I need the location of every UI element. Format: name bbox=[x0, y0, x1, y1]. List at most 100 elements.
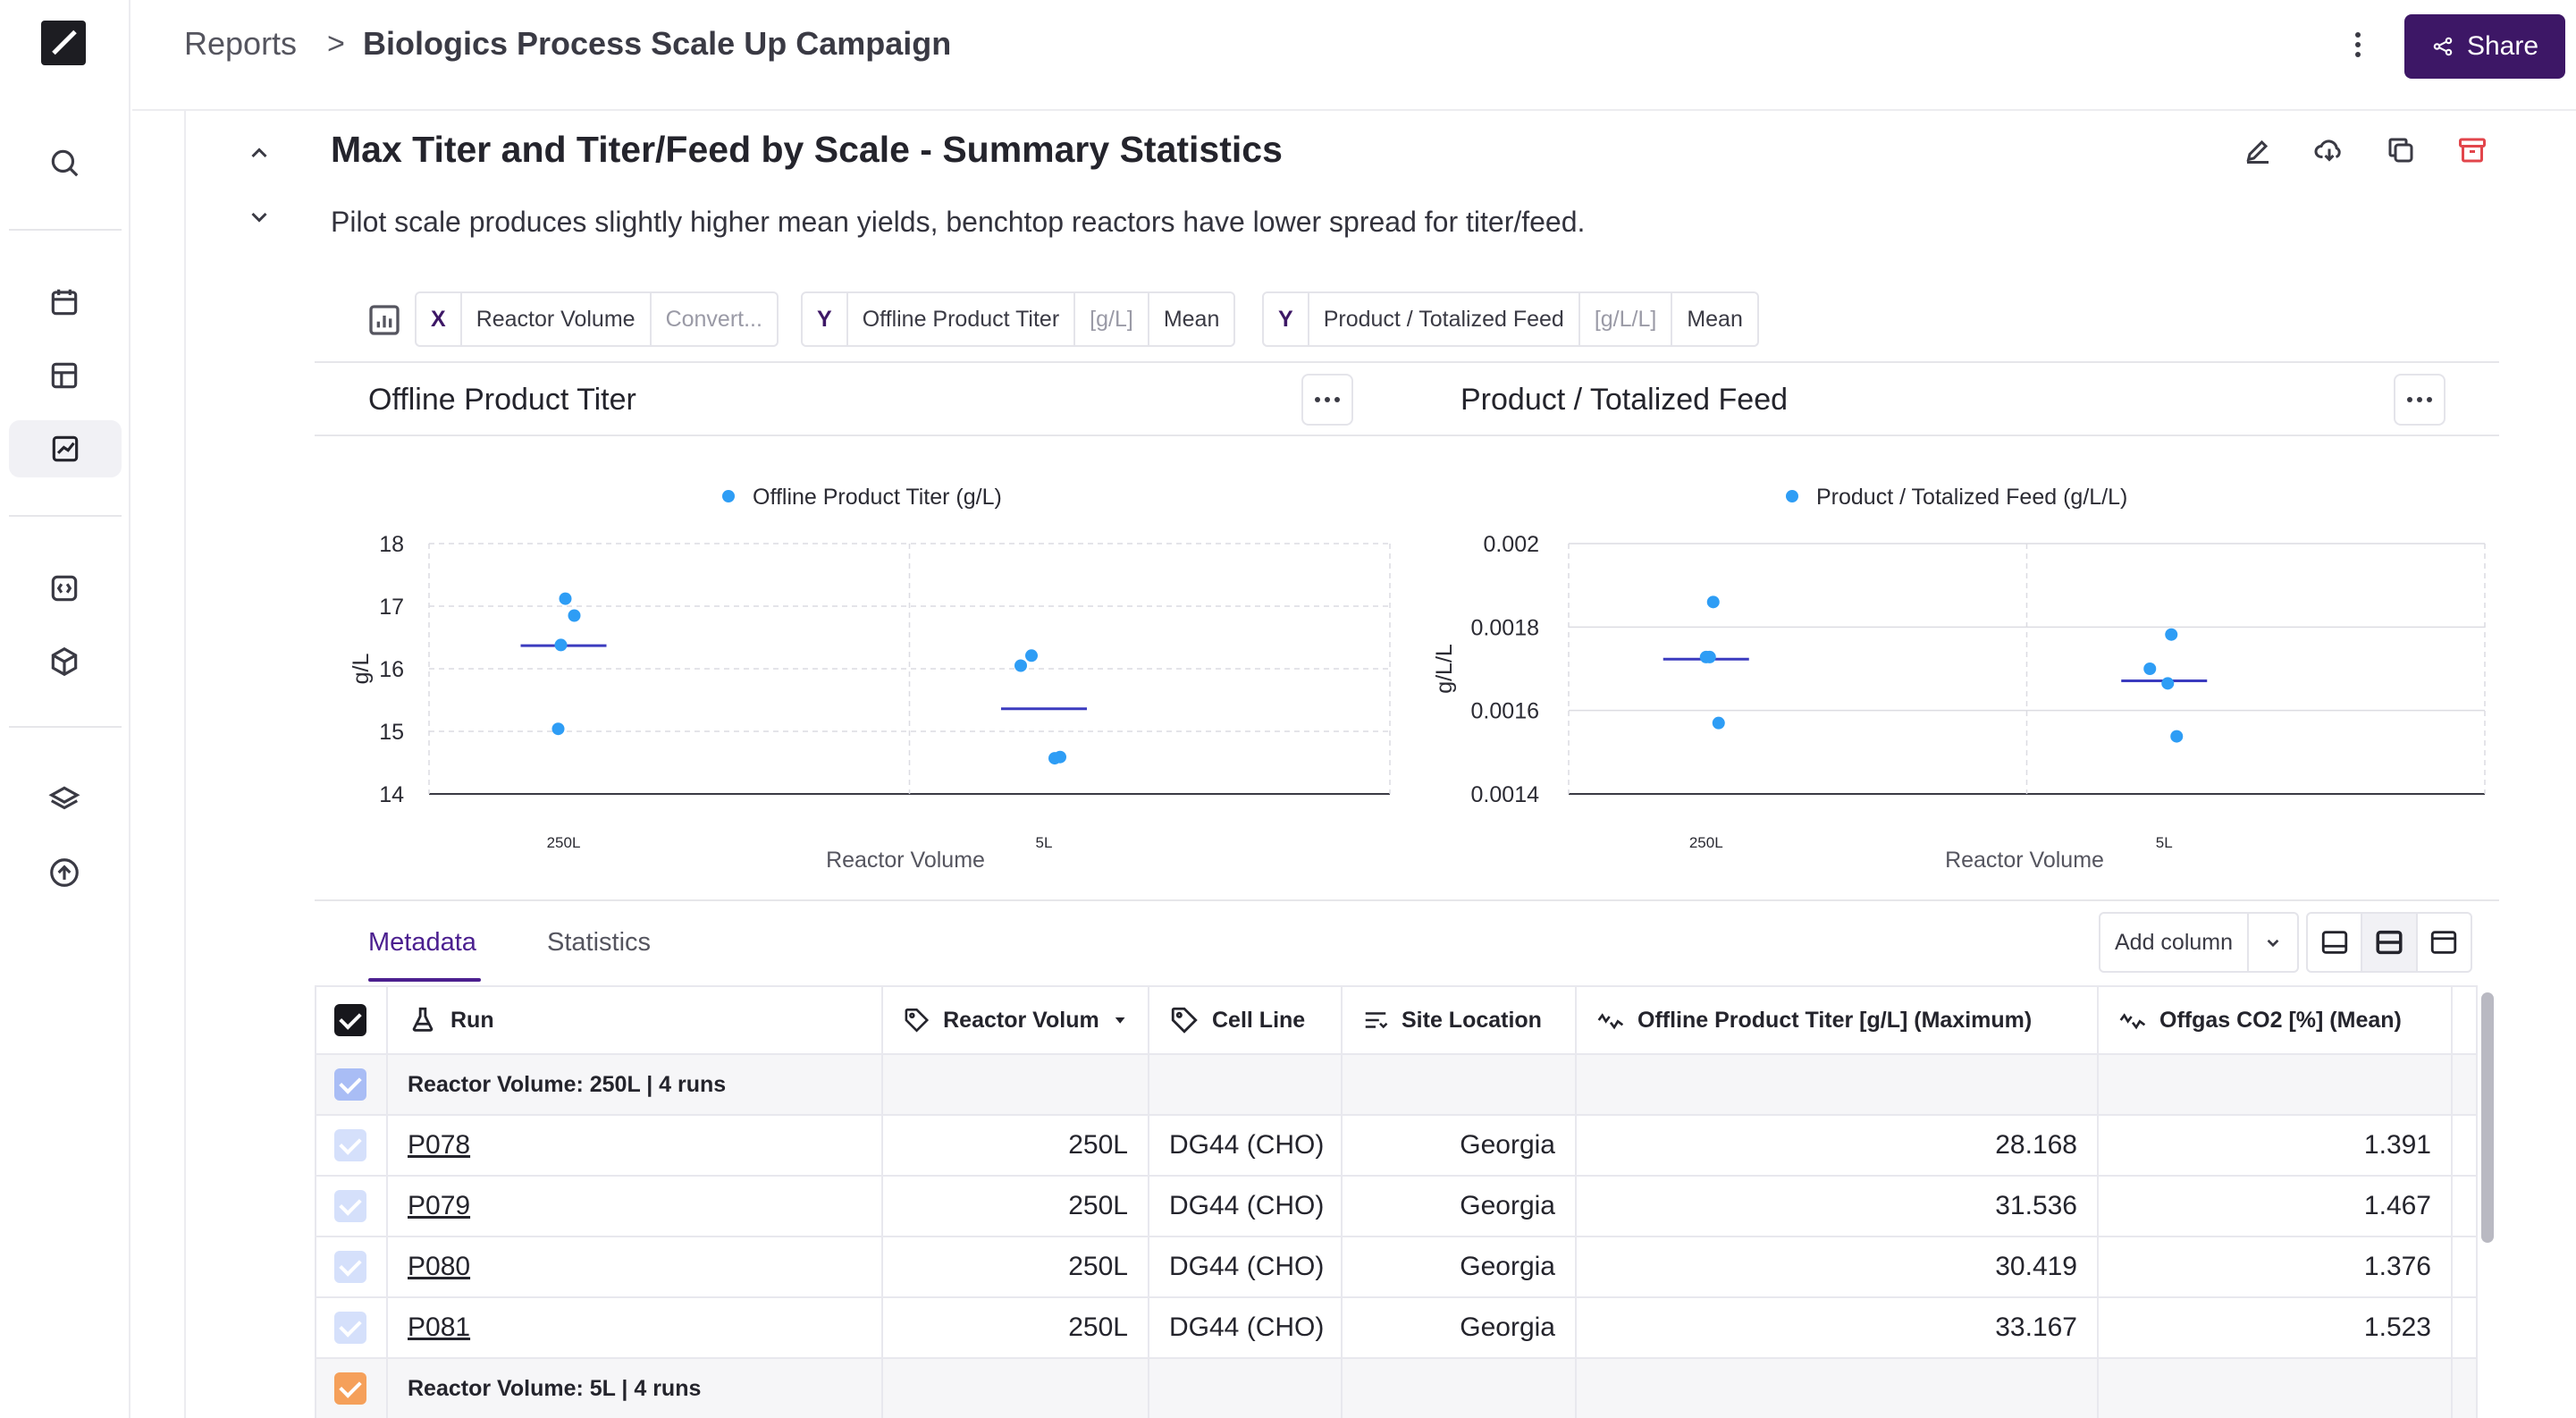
share-button[interactable]: Share bbox=[2404, 14, 2565, 79]
app-logo[interactable] bbox=[41, 21, 86, 65]
group-checkbox[interactable] bbox=[334, 1372, 366, 1405]
y-tick-label: 15 bbox=[379, 720, 404, 745]
y1-axis-aggregation[interactable]: Mean bbox=[1163, 306, 1220, 332]
column-header-co2-label: Offgas CO2 [%] (Mean) bbox=[2159, 1007, 2402, 1033]
column-header-site-location[interactable]: Site Location bbox=[1341, 985, 1577, 1055]
column-header-offgas-co2[interactable]: Offgas CO2 [%] (Mean) bbox=[2097, 985, 2453, 1055]
data-point bbox=[1712, 716, 1725, 730]
y-tick-label: 0.0016 bbox=[1471, 699, 1539, 724]
tab-metadata[interactable]: Metadata bbox=[368, 928, 476, 957]
tag-icon bbox=[1171, 1007, 1198, 1034]
x-axis-field[interactable]: Reactor Volume bbox=[462, 293, 652, 345]
chevron-down-icon[interactable] bbox=[243, 200, 275, 232]
x-axis-selector[interactable]: X Reactor Volume Convert... bbox=[415, 291, 779, 347]
sort-desc-icon[interactable] bbox=[1112, 1011, 1128, 1029]
table-row[interactable]: P080 250L DG44 (CHO) Georgia 30.419 1.37… bbox=[315, 1236, 2478, 1298]
data-point bbox=[568, 609, 581, 622]
y2-axis-unit[interactable]: [g/L/L] bbox=[1580, 293, 1673, 345]
cell-cell-line: DG44 (CHO) bbox=[1148, 1175, 1343, 1237]
cloud-download-icon[interactable] bbox=[2313, 134, 2349, 170]
y-tick-label: 0.0014 bbox=[1471, 782, 1540, 807]
archive-icon[interactable] bbox=[2456, 134, 2492, 170]
column-header-offline-titer[interactable]: Offline Product Titer [g/L] (Maximum) bbox=[1575, 985, 2099, 1055]
run-link[interactable]: P080 bbox=[408, 1252, 471, 1281]
y2-axis-selector[interactable]: Y Product / Totalized Feed [g/L/L] Mean bbox=[1262, 291, 1759, 347]
data-point bbox=[551, 722, 565, 736]
cell-co2: 1.376 bbox=[2097, 1236, 2453, 1298]
data-point bbox=[559, 592, 572, 605]
x-axis-transform[interactable]: Convert... bbox=[665, 306, 762, 332]
density-comfortable-icon[interactable] bbox=[2418, 914, 2471, 971]
add-column-dropdown[interactable]: Add column bbox=[2099, 912, 2299, 973]
y1-axis-unit[interactable]: [g/L] bbox=[1075, 293, 1149, 345]
y1-axis-field[interactable]: Offline Product Titer bbox=[848, 293, 1076, 345]
row-checkbox[interactable] bbox=[334, 1251, 366, 1284]
edit-icon[interactable] bbox=[2242, 134, 2277, 170]
report-card: Max Titer and Titer/Feed by Scale - Summ… bbox=[184, 111, 2576, 1418]
column-header-titer-label: Offline Product Titer [g/L] (Maximum) bbox=[1637, 1007, 2033, 1033]
y2-axis-aggregation[interactable]: Mean bbox=[1687, 306, 1743, 332]
x-tick-label: 250L bbox=[547, 834, 581, 851]
run-link[interactable]: P079 bbox=[408, 1191, 471, 1220]
chart-type-icon[interactable] bbox=[366, 302, 402, 338]
density-compact-icon[interactable] bbox=[2308, 914, 2363, 971]
cell-titer: 33.167 bbox=[1575, 1296, 2099, 1359]
sidebar bbox=[0, 0, 130, 1418]
row-checkbox[interactable] bbox=[334, 1129, 366, 1162]
layers-icon[interactable] bbox=[45, 780, 84, 819]
tag-icon bbox=[905, 1009, 930, 1033]
select-all-checkbox[interactable] bbox=[334, 1004, 366, 1036]
add-column-label[interactable]: Add column bbox=[2100, 914, 2250, 971]
group-row[interactable]: Reactor Volume: 250L | 4 runs bbox=[315, 1053, 2478, 1116]
density-standard-icon[interactable] bbox=[2362, 914, 2418, 971]
row-checkbox[interactable] bbox=[334, 1312, 366, 1345]
table-icon[interactable] bbox=[45, 356, 84, 395]
cell-site: Georgia bbox=[1341, 1236, 1577, 1298]
search-icon[interactable] bbox=[45, 143, 84, 182]
column-header-run[interactable]: Run bbox=[386, 985, 883, 1055]
share-label: Share bbox=[2466, 31, 2539, 61]
breadcrumb-separator: > bbox=[327, 27, 345, 61]
cell-cell-line: DG44 (CHO) bbox=[1148, 1114, 1343, 1177]
y1-axis-selector[interactable]: Y Offline Product Titer [g/L] Mean bbox=[801, 291, 1236, 347]
chevron-up-icon[interactable] bbox=[243, 138, 275, 170]
cell-co2: 1.391 bbox=[2097, 1114, 2453, 1177]
text-lines-icon bbox=[1365, 1012, 1388, 1029]
y2-axis-field[interactable]: Product / Totalized Feed bbox=[1309, 293, 1580, 345]
row-density-toggle[interactable] bbox=[2306, 912, 2472, 973]
chart1-legend-label: Offline Product Titer (g/L) bbox=[753, 485, 1002, 510]
chevron-down-icon[interactable] bbox=[2249, 931, 2297, 954]
code-icon[interactable] bbox=[45, 569, 84, 608]
calendar-icon[interactable] bbox=[45, 283, 84, 322]
table-row[interactable]: P079 250L DG44 (CHO) Georgia 31.536 1.46… bbox=[315, 1175, 2478, 1237]
upload-icon[interactable] bbox=[45, 853, 84, 892]
run-link[interactable]: P078 bbox=[408, 1130, 471, 1160]
run-link[interactable]: P081 bbox=[408, 1312, 471, 1342]
chart2-menu-button[interactable] bbox=[2394, 374, 2446, 426]
x-tick-label: 5L bbox=[2156, 834, 2173, 851]
group-checkbox[interactable] bbox=[334, 1068, 366, 1101]
group-row[interactable]: Reactor Volume: 5L | 4 runs bbox=[315, 1357, 2478, 1418]
row-checkbox[interactable] bbox=[334, 1190, 366, 1223]
data-point bbox=[2165, 628, 2178, 641]
table-header-row: Run Reactor Volum Cell Line Site Locatio… bbox=[315, 985, 2478, 1055]
y-tick-label: 16 bbox=[379, 657, 404, 682]
cube-icon[interactable] bbox=[45, 642, 84, 681]
cell-co2: 1.467 bbox=[2097, 1175, 2453, 1237]
table-scrollbar[interactable] bbox=[2481, 992, 2494, 1243]
reports-icon[interactable] bbox=[9, 420, 122, 477]
more-options-icon[interactable] bbox=[2349, 29, 2367, 64]
data-point bbox=[1025, 649, 1038, 663]
timeseries-icon bbox=[1597, 1013, 1624, 1030]
chart2-y-axis-label: g/L/L bbox=[1432, 644, 1457, 694]
active-tab-indicator bbox=[368, 978, 481, 982]
column-header-cell-line[interactable]: Cell Line bbox=[1148, 985, 1343, 1055]
chart1-menu-button[interactable] bbox=[1301, 374, 1353, 426]
column-header-reactor-volume[interactable]: Reactor Volum bbox=[881, 985, 1149, 1055]
cell-site: Georgia bbox=[1341, 1114, 1577, 1177]
breadcrumb-reports[interactable]: Reports bbox=[184, 25, 298, 62]
table-row[interactable]: P078 250L DG44 (CHO) Georgia 28.168 1.39… bbox=[315, 1114, 2478, 1177]
copy-icon[interactable] bbox=[2385, 134, 2420, 170]
table-row[interactable]: P081 250L DG44 (CHO) Georgia 33.167 1.52… bbox=[315, 1296, 2478, 1359]
tab-statistics[interactable]: Statistics bbox=[547, 928, 652, 957]
